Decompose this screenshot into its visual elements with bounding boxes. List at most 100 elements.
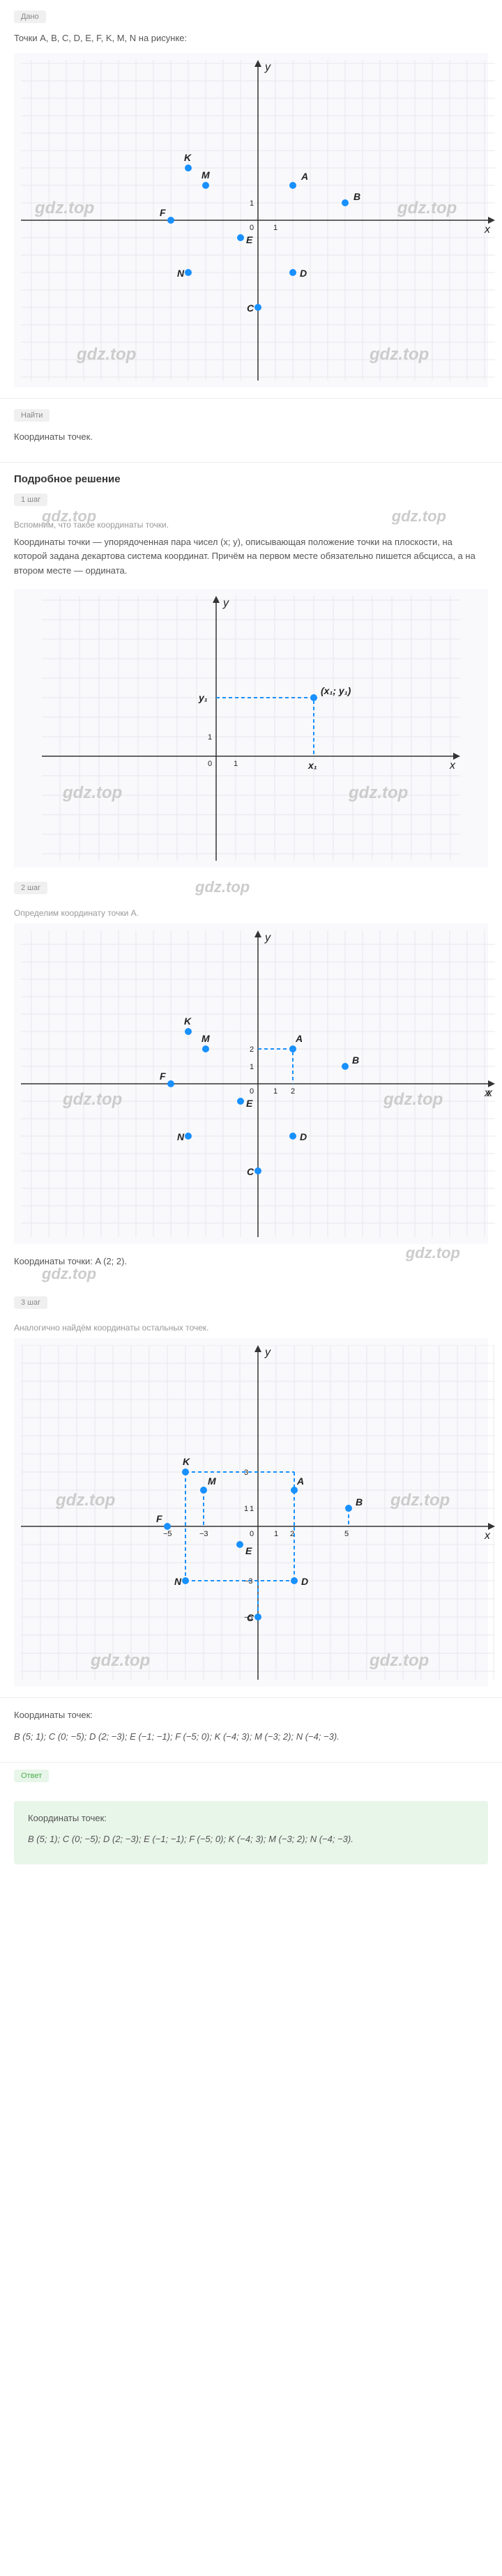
answer-box: Координаты точек: B (5; 1); C (0; −5); D… [14, 1801, 488, 1865]
graph2: xy011(x₁; y₁)y₁x₁gdz.topgdz.top [42, 596, 460, 861]
svg-text:−3: −3 [244, 1577, 253, 1586]
svg-text:F: F [156, 1513, 162, 1524]
dano-section: Дано Точки A, B, C, D, E, F, K, M, N на … [0, 0, 502, 399]
graph3: xy01122ABCDEFKMNxgdz.topgdz.top [21, 930, 495, 1237]
svg-text:1: 1 [234, 760, 238, 768]
svg-text:0: 0 [250, 1087, 254, 1096]
svg-text:5: 5 [344, 1530, 349, 1538]
coords-text: B (5; 1); C (0; −5); D (2; −3); E (−1; −… [14, 1730, 488, 1745]
step1-intro: Вспомним, что такое координаты точки. [14, 520, 488, 530]
svg-text:2: 2 [250, 1045, 254, 1054]
naiti-tag: Найти [14, 409, 50, 422]
svg-text:gdz.top: gdz.top [397, 199, 457, 217]
svg-text:gdz.top: gdz.top [348, 783, 408, 802]
solution-section: Подробное решение 1 шаг gdz.top gdz.top … [0, 463, 502, 1698]
svg-text:1: 1 [274, 1530, 278, 1538]
svg-text:y₁: y₁ [198, 692, 208, 703]
solution-title: Подробное решение [14, 473, 488, 485]
svg-text:B: B [353, 191, 360, 202]
svg-text:x₁: x₁ [307, 760, 317, 771]
step2-tag: 2 шаг [14, 882, 47, 894]
naiti-text: Координаты точек. [14, 430, 488, 445]
svg-text:E: E [246, 1098, 253, 1109]
graph2-box: xy011(x₁; y₁)y₁x₁gdz.topgdz.top [14, 589, 488, 868]
coords-section: Координаты точек: B (5; 1); C (0; −5); D… [0, 1698, 502, 1763]
svg-text:2: 2 [290, 1530, 294, 1538]
svg-text:−5: −5 [163, 1530, 172, 1538]
svg-text:F: F [160, 1071, 166, 1082]
step2-result: Координаты точки: A (2; 2). [14, 1255, 488, 1269]
svg-text:N: N [177, 268, 185, 279]
svg-text:K: K [183, 1456, 190, 1467]
svg-text:A: A [301, 171, 308, 182]
svg-text:1: 1 [250, 1063, 254, 1071]
step3-intro: Аналогично найдём координаты остальных т… [14, 1323, 488, 1333]
graph3-box: xy01122ABCDEFKMNxgdz.topgdz.top [14, 923, 488, 1244]
svg-text:1: 1 [273, 224, 277, 232]
graph4: xy011−5−325−5−313ABCDEFKMNgdz.topgdz.top… [21, 1345, 495, 1680]
svg-text:K: K [184, 1015, 192, 1027]
svg-text:B: B [352, 1055, 359, 1066]
svg-text:gdz.top: gdz.top [76, 345, 136, 364]
svg-text:3: 3 [244, 1469, 248, 1477]
svg-text:D: D [300, 268, 307, 279]
svg-text:2: 2 [291, 1087, 295, 1096]
svg-text:M: M [201, 1033, 210, 1044]
step1-tag: 1 шаг [14, 493, 47, 506]
svg-text:C: C [247, 1612, 254, 1623]
svg-text:1: 1 [273, 1087, 277, 1096]
step1-text: Координаты точки — упорядоченная пара чи… [14, 535, 488, 578]
svg-text:C: C [247, 302, 254, 314]
svg-text:A: A [295, 1033, 303, 1044]
svg-text:gdz.top: gdz.top [55, 1491, 115, 1510]
svg-text:1: 1 [208, 733, 212, 742]
graph4-box: xy011−5−325−5−313ABCDEFKMNgdz.topgdz.top… [14, 1338, 488, 1687]
dano-tag: Дано [14, 10, 46, 23]
svg-text:E: E [245, 1545, 252, 1556]
svg-text:x: x [484, 1530, 491, 1542]
svg-text:y: y [264, 1347, 271, 1358]
svg-text:0: 0 [250, 224, 254, 232]
svg-text:y: y [222, 597, 229, 609]
graph1: x y 0 1 1 A B C D E F KM Ngdz.top gdz.top gdz.top gdz.t… [21, 60, 495, 381]
svg-text:M: M [208, 1475, 216, 1487]
svg-text:B: B [356, 1496, 363, 1508]
step2-intro: Определим координату точки A. [14, 908, 488, 918]
svg-text:M: M [201, 169, 210, 181]
svg-text:gdz.top: gdz.top [369, 1651, 429, 1670]
svg-text:x: x [449, 760, 456, 772]
svg-text:gdz.top: gdz.top [390, 1491, 450, 1510]
svg-text:N: N [174, 1576, 182, 1587]
svg-text:gdz.top: gdz.top [34, 199, 94, 217]
svg-text:K: K [184, 152, 192, 163]
svg-text:x: x [484, 224, 491, 236]
svg-text:gdz.top: gdz.top [90, 1651, 150, 1670]
graph1-box: x y 0 1 1 A B C D E F KM Ngdz.top gdz.top gdz.top gdz.t… [14, 53, 488, 388]
svg-text:F: F [160, 207, 166, 218]
svg-text:D: D [300, 1131, 307, 1142]
answer-title: Координаты точек: [28, 1811, 474, 1826]
wm: gdz.top [195, 878, 250, 896]
svg-text:D: D [301, 1576, 308, 1587]
svg-text:x: x [486, 1087, 493, 1099]
svg-text:E: E [246, 234, 253, 245]
svg-text:A: A [296, 1475, 304, 1487]
svg-text:1: 1 [250, 1505, 254, 1513]
svg-text:1: 1 [244, 1505, 248, 1513]
dano-text: Точки A, B, C, D, E, F, K, M, N на рисун… [14, 31, 488, 46]
svg-text:(x₁; y₁): (x₁; y₁) [321, 685, 351, 696]
svg-text:N: N [177, 1131, 185, 1142]
svg-text:gdz.top: gdz.top [383, 1090, 443, 1109]
svg-text:y: y [264, 61, 271, 73]
svg-text:0: 0 [250, 1530, 254, 1538]
answer-tag: Ответ [14, 1770, 49, 1782]
svg-text:y: y [264, 932, 271, 944]
svg-text:C: C [247, 1166, 254, 1177]
svg-text:1: 1 [250, 199, 254, 208]
naiti-section: Найти Координаты точек. [0, 399, 502, 463]
svg-text:−3: −3 [199, 1530, 208, 1538]
svg-text:gdz.top: gdz.top [369, 345, 429, 364]
step3-tag: 3 шаг [14, 1296, 47, 1309]
svg-text:gdz.top: gdz.top [62, 1090, 122, 1109]
answer-text: B (5; 1); C (0; −5); D (2; −3); E (−1; −… [28, 1832, 474, 1847]
